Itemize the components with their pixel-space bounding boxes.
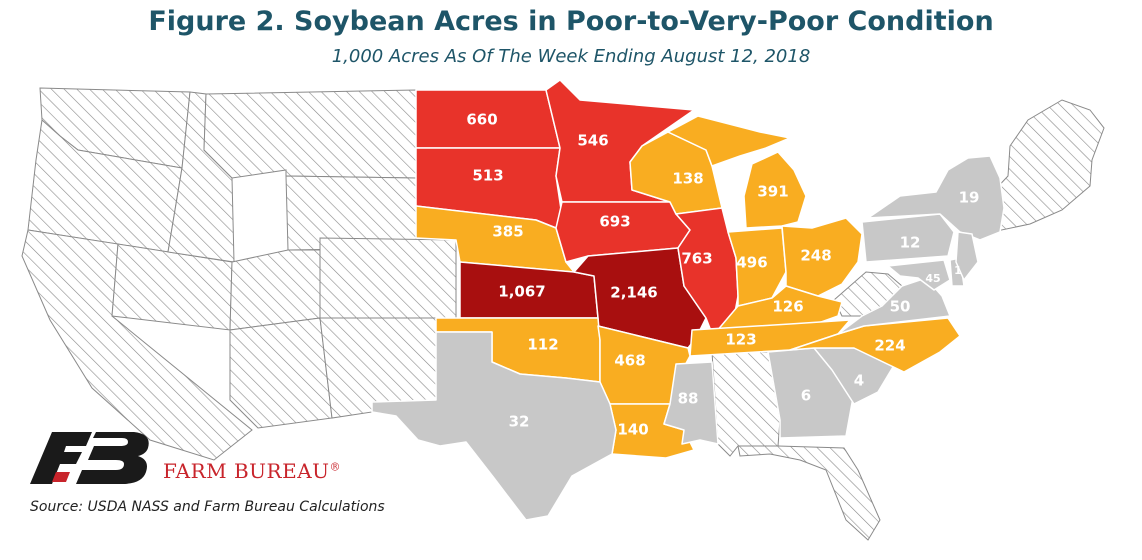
page-subtitle: 1,000 Acres As Of The Week Ending August… — [331, 46, 811, 67]
label-il: 763 — [681, 250, 712, 268]
label-wi: 138 — [672, 170, 703, 188]
state-md — [887, 259, 951, 291]
label-de: 1 — [954, 264, 962, 277]
state-oh — [781, 217, 863, 297]
label-va: 50 — [890, 298, 911, 316]
label-mi: 391 — [757, 183, 788, 201]
data-states — [371, 79, 1005, 521]
label-tx: 32 — [509, 413, 530, 431]
label-pa: 12 — [900, 234, 921, 252]
label-ky: 126 — [772, 298, 803, 316]
label-ny: 19 — [959, 189, 980, 207]
state-ut — [229, 249, 321, 331]
label-la: 140 — [617, 421, 648, 439]
label-mo: 2,146 — [610, 284, 657, 302]
label-ia: 693 — [599, 213, 630, 231]
farm-bureau-logo-icon — [30, 432, 149, 484]
state-co — [319, 237, 457, 319]
state-mt — [203, 89, 417, 179]
state-tx — [371, 331, 617, 521]
label-md: 45 — [925, 272, 940, 285]
brand-name: FARM BUREAU® — [163, 459, 341, 483]
state-al — [711, 351, 781, 457]
label-mn: 546 — [577, 132, 608, 150]
label-ne: 385 — [492, 223, 523, 241]
label-sc: 4 — [854, 372, 864, 390]
label-ks: 1,067 — [498, 283, 545, 301]
state-fl — [737, 445, 881, 541]
label-ok: 112 — [527, 336, 558, 354]
label-nj: 1 — [1002, 249, 1010, 263]
no-data-states — [21, 87, 1105, 541]
state-mi-lower — [743, 151, 807, 229]
label-oh: 248 — [800, 247, 831, 265]
state-az — [229, 317, 333, 429]
source-note: Source: USDA NASS and Farm Bureau Calcul… — [30, 499, 385, 515]
state-wi — [629, 131, 723, 215]
label-ar: 468 — [614, 352, 645, 370]
label-in: 496 — [736, 254, 767, 272]
label-nc: 224 — [874, 337, 905, 355]
label-sd: 513 — [472, 167, 503, 185]
state-nj — [955, 231, 979, 281]
label-nd: 660 — [466, 111, 497, 129]
state-new-england — [973, 99, 1105, 233]
label-ms: 88 — [678, 390, 699, 408]
page-title: Figure 2. Soybean Acres in Poor-to-Very-… — [148, 6, 994, 37]
value-labels: 660 546 513 138 391 385 693 763 496 248 … — [466, 111, 1010, 439]
label-ga: 6 — [801, 387, 811, 405]
state-ms — [663, 361, 719, 445]
label-tn: 123 — [725, 331, 756, 349]
state-mi-upper — [667, 115, 791, 167]
